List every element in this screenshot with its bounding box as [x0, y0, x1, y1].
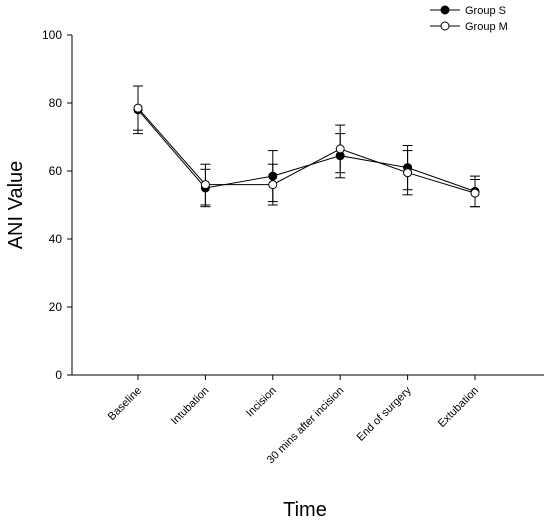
data-point [133, 103, 143, 113]
y-tick-label: 40 [49, 232, 63, 246]
legend: Group S Group M [430, 5, 508, 33]
y-tick-label: 100 [42, 28, 62, 42]
series-line [137, 109, 476, 192]
series-1 [133, 85, 480, 208]
y-tick-label: 80 [49, 96, 63, 110]
x-tick-label: End of surgery [355, 384, 414, 443]
axes: 0 20 40 60 80 100 Baseline Intubation Incision30… [42, 28, 544, 466]
y-axis-title: ANI Value [5, 161, 27, 250]
series-line [137, 107, 476, 194]
y-tick-label: 0 [55, 368, 62, 382]
series-layer [133, 85, 480, 208]
x-axis-title: Time [283, 499, 327, 521]
legend-label: Group S [465, 5, 506, 17]
legend-marker [440, 5, 450, 15]
x-tick-label: Baseline [106, 385, 144, 423]
x-tick-label: 30 mins after incision [265, 385, 347, 467]
x-tick-label: Intubation [169, 385, 212, 428]
y-tick-label: 20 [49, 300, 63, 314]
data-point [470, 188, 480, 198]
x-tick-label: Incision [244, 385, 279, 420]
x-tick-label: Extubation [436, 385, 481, 430]
legend-marker [440, 21, 450, 31]
data-point [335, 144, 345, 154]
legend-label: Group M [465, 21, 508, 33]
data-point [268, 180, 278, 190]
data-point [403, 168, 413, 178]
y-tick-label: 60 [49, 164, 63, 178]
series-0 [133, 85, 480, 208]
data-point [200, 180, 210, 190]
